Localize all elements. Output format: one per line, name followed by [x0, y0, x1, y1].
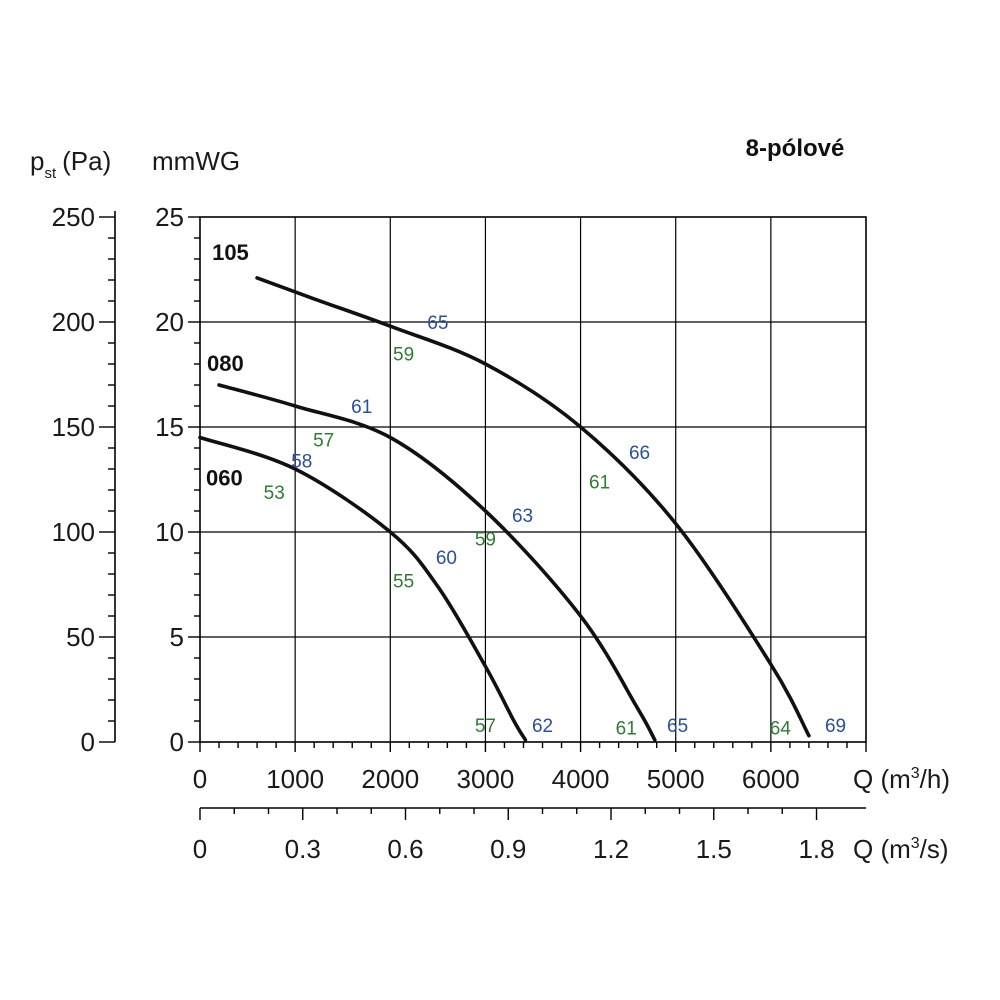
x-tick-label-m3h: 1000 [266, 764, 324, 794]
axes [99, 211, 867, 820]
y-tick-label-mmwg: 15 [155, 412, 184, 442]
x-tick-label-m3s: 1.2 [593, 834, 629, 864]
y-axis-title-pa: pst (Pa) [30, 146, 111, 182]
x-tick-label-m3s: 1.8 [798, 834, 834, 864]
noise-label-blue: 61 [351, 397, 372, 418]
noise-label-blue: 58 [291, 452, 312, 473]
y-tick-label-mmwg: 25 [155, 202, 184, 232]
grid-lines [200, 217, 866, 742]
curve-105 [255, 276, 811, 738]
noise-label-blue: 65 [667, 716, 688, 737]
x-tick-label-m3h: 3000 [457, 764, 515, 794]
y-tick-label-pa: 100 [52, 517, 95, 547]
y-tick-label-mmwg: 10 [155, 517, 184, 547]
noise-label-green: 55 [393, 571, 414, 592]
y-axis-title-mmwg: mmWG [152, 146, 240, 176]
x-tick-label-m3s: 0.9 [490, 834, 526, 864]
y-tick-label-mmwg: 20 [155, 307, 184, 337]
series-labels: 105 080 060 [206, 240, 249, 491]
noise-label-blue: 66 [629, 443, 650, 464]
noise-label-blue: 69 [825, 716, 846, 737]
noise-label-green: 57 [313, 431, 334, 452]
noise-label-green: 61 [589, 473, 610, 494]
y-tick-label-pa: 150 [52, 412, 95, 442]
chart-title: 8-pólové [746, 135, 845, 162]
y-tick-label-mmwg: 0 [170, 727, 184, 757]
x-tick-label-m3h: 5000 [647, 764, 705, 794]
noise-label-green: 61 [616, 718, 637, 739]
x-tick-label-m3h: 4000 [552, 764, 610, 794]
x-axis-title-m3s: Q (m3/s) [853, 834, 949, 864]
curve-080 [217, 383, 657, 742]
y-tick-label-mmwg: 5 [170, 622, 184, 652]
x-tick-label-m3h: 6000 [742, 764, 800, 794]
noise-label-green: 64 [770, 718, 792, 739]
x-axis-title-m3h: Q (m3/h) [853, 764, 950, 794]
noise-label-blue: 65 [427, 313, 448, 334]
noise-label-blue: 60 [436, 548, 457, 569]
noise-label-blue: 62 [532, 716, 553, 737]
x-tick-label-m3s: 0.3 [285, 834, 321, 864]
curve-060 [198, 435, 528, 742]
noise-label-green: 59 [475, 529, 496, 550]
x-tick-label-m3s: 0.6 [387, 834, 423, 864]
x-tick-label-m3h: 0 [193, 764, 207, 794]
y-tick-label-pa: 0 [81, 727, 95, 757]
y-tick-label-pa: 50 [66, 622, 95, 652]
x-tick-label-m3s: 0 [193, 834, 207, 864]
noise-label-blue: 63 [512, 506, 533, 527]
series-label-060: 060 [206, 466, 243, 491]
series-label-105: 105 [212, 240, 249, 265]
noise-label-green: 57 [475, 716, 496, 737]
plot-frame [199, 216, 867, 743]
noise-label-green: 53 [264, 483, 285, 504]
noise-level-annotations: 65 59 66 61 61 57 63 59 58 53 60 55 57 62 61 65 64 69 [264, 313, 846, 739]
y-tick-label-pa: 200 [52, 307, 95, 337]
y-tick-label-pa: 250 [52, 202, 95, 232]
x-tick-label-m3s: 1.5 [696, 834, 732, 864]
performance-curves [198, 276, 811, 742]
series-label-080: 080 [207, 351, 244, 376]
x-tick-label-m3h: 2000 [361, 764, 419, 794]
noise-label-green: 59 [393, 345, 414, 366]
